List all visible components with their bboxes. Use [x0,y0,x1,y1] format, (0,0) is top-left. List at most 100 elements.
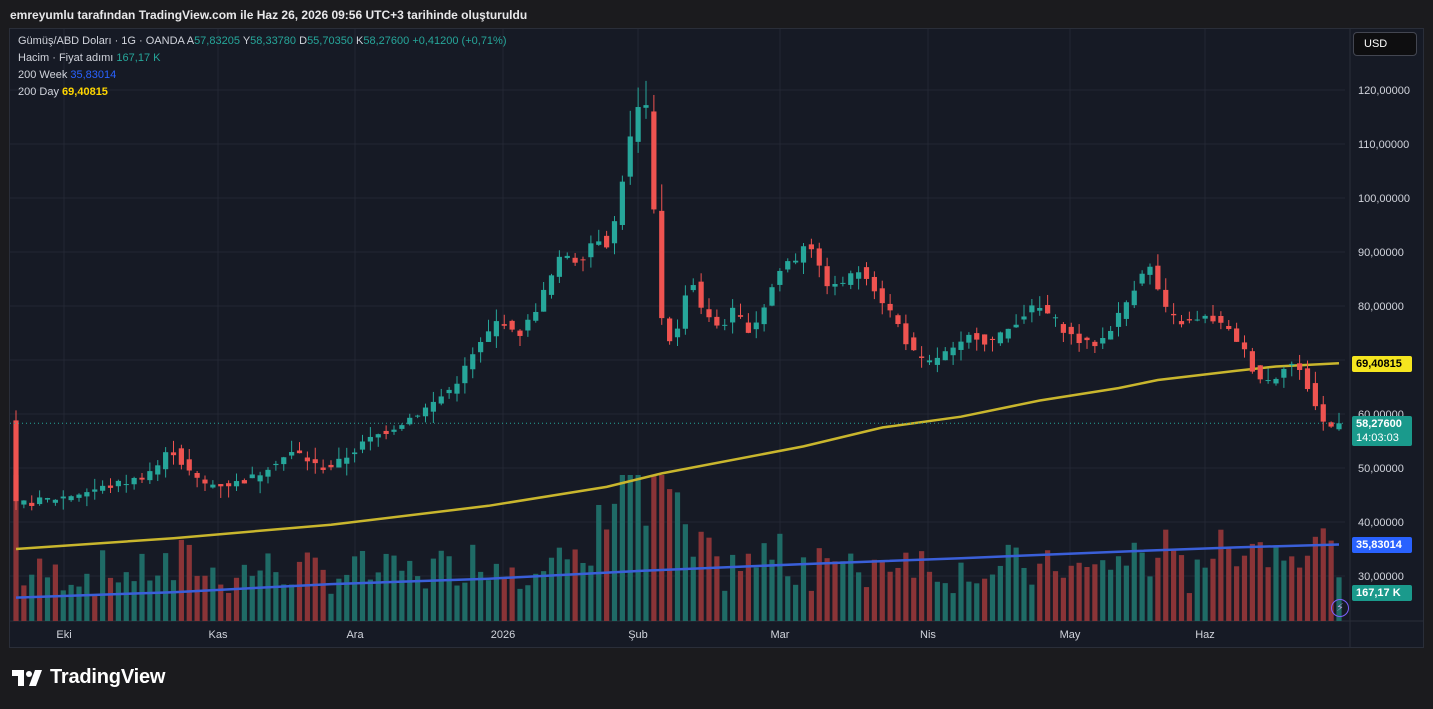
candle-body [753,322,759,330]
volume-bar [1273,545,1279,621]
volume-bar [714,556,720,621]
volume-value: 167,17 K [116,52,161,64]
volume-bar [564,559,570,621]
candle-body [344,457,350,464]
chart-frame[interactable]: 120,00000 110,00000 100,00000 90,00000 80,00… [9,28,1424,648]
volume-bar [997,565,1003,621]
legend-ma-day-row[interactable]: 200 Day 69,40815 [18,86,108,98]
volume-bar [1171,549,1177,621]
volume-bar [163,553,169,621]
currency-button[interactable]: USD [1353,32,1417,56]
volume-bar [706,537,712,621]
volume-bar [1178,555,1185,621]
volume-bar [1076,562,1082,621]
volume-bar [1281,560,1287,621]
tradingview-logo[interactable]: TradingView [12,666,165,689]
volume-bar [753,567,759,621]
volume-bar [249,575,255,621]
volume-bar [926,571,933,621]
volume-bar [84,573,90,621]
candle-body [226,483,232,487]
candle-body [178,448,184,465]
candle-body [352,452,358,455]
volume-bar [21,585,27,621]
volume-bar [210,567,216,621]
candle-body [989,338,996,341]
candle-body [312,459,318,464]
volume-bar [407,560,413,621]
candle-body [871,276,877,292]
candle-body [52,499,58,503]
volume-bar [989,574,996,621]
volume-bar [1021,567,1027,621]
legend-volume-row[interactable]: Hacim · Fiyat adımı 167,17 K [18,52,160,64]
volume-bar [737,571,744,621]
candle-body [1312,383,1318,407]
low-key: D [299,35,308,47]
volume-bar [777,533,783,621]
volume-bar [415,576,421,621]
volume-bar [92,594,98,621]
candle-body [375,434,381,438]
volume-bar [123,572,129,621]
volume-label: Hacim · Fiyat adımı [18,52,114,64]
symbol-label[interactable]: Gümüş/ABD Doları · 1G · OANDA [18,35,185,47]
candle-body [564,255,570,258]
candle-body [422,407,429,417]
candle-body [60,496,66,499]
volume-bar [170,580,177,621]
volume-bar [816,548,822,621]
volume-bar [1210,558,1216,621]
volume-bar [871,559,877,621]
candle-body [1304,368,1311,390]
volume-bar [1304,555,1311,621]
candle-body [698,281,704,308]
x-tick-label: Mar [771,629,790,641]
candle-body [430,401,436,412]
close-value: 58,27600 [363,35,410,47]
candle-body [296,450,303,454]
volume-bar [383,553,389,621]
candle-body [359,441,366,450]
candle-body [777,270,783,285]
candle-body [769,287,775,306]
candle-body [1210,315,1216,322]
candle-body [1281,368,1287,378]
lightning-icon[interactable]: ⚡ [1331,599,1349,617]
candle-body [1178,321,1185,325]
volume-bar [1289,556,1295,621]
volume-bar [1013,547,1019,621]
candle-body [218,484,224,487]
candle-body [383,430,389,434]
volume-bar [1218,529,1224,621]
volume-bar [619,475,625,621]
volume-bar [485,580,492,621]
volume-bar [1123,565,1129,621]
candle-body [651,111,657,210]
volume-bar [745,553,751,621]
candle-body [1021,316,1027,320]
volume-bar [37,558,43,621]
volume-bar [556,547,562,621]
countdown-tag: 14:03:03 [1352,430,1412,446]
volume-bar [446,556,452,621]
volume-bar [281,584,287,621]
volume-bar [1257,542,1263,621]
y-tick-label: 120,00000 [1358,85,1410,97]
volume-bar [194,575,200,621]
volume-bar [100,550,106,621]
legend-symbol-row: Gümüş/ABD Doları · 1G · OANDA A57,83205 … [18,35,507,47]
price-chart[interactable]: 120,00000 110,00000 100,00000 90,00000 80,00… [10,29,1423,647]
volume-bar [548,557,555,621]
candle-body [682,295,688,329]
candle-body [816,248,822,266]
x-tick-label: Nis [920,629,936,641]
candle-body [659,210,665,319]
legend-ma-week-row[interactable]: 200 Week 35,83014 [18,69,116,81]
y-tick-label: 40,00000 [1358,517,1404,529]
volume-bar [730,554,736,621]
candle-body [785,261,791,270]
candle-body [446,389,452,394]
candle-body [1336,423,1342,430]
volume-bar [1312,536,1318,621]
